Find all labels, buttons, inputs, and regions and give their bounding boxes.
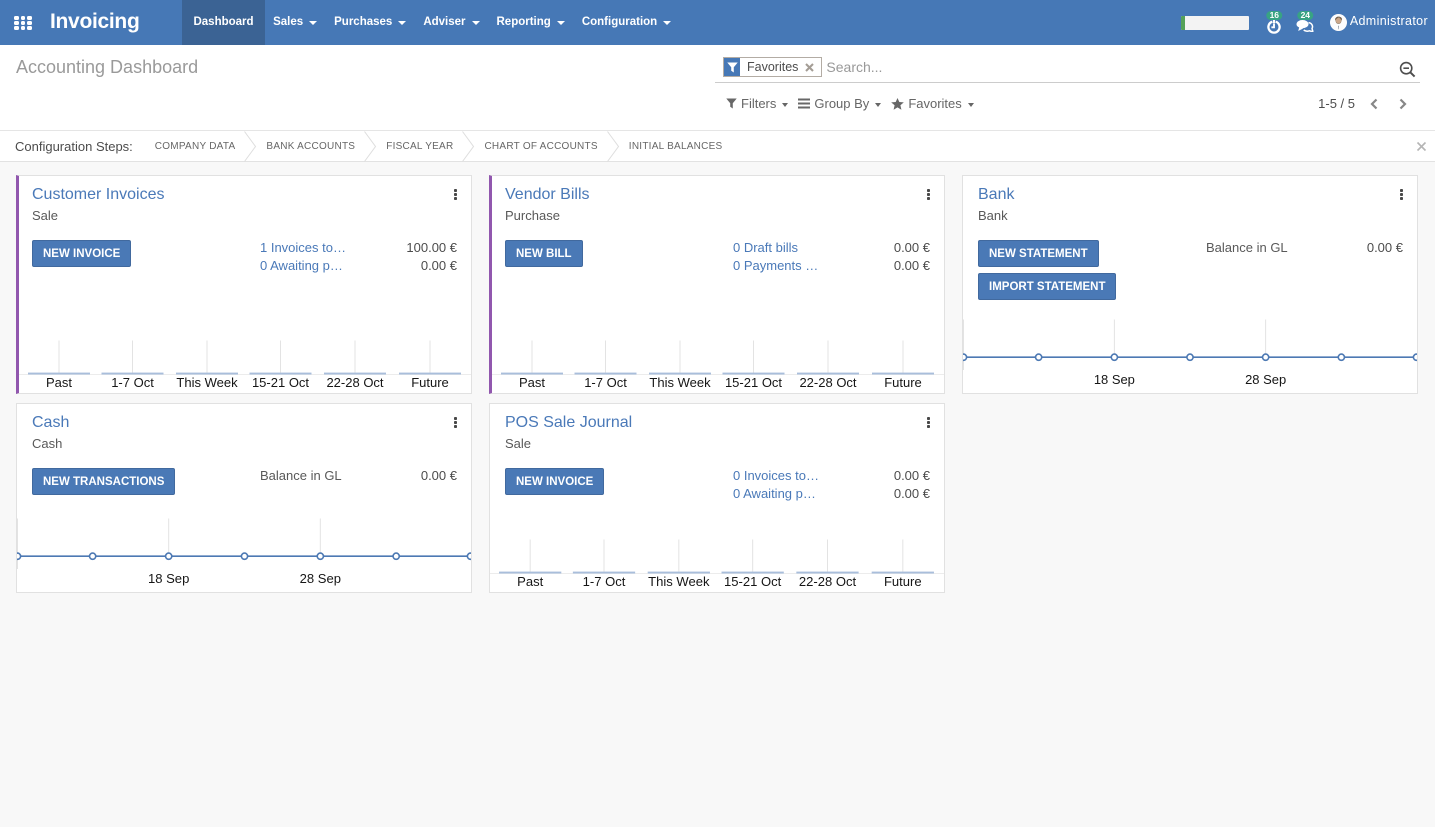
- svg-text:18 Sep: 18 Sep: [1094, 372, 1135, 387]
- svg-text:This Week: This Week: [649, 375, 711, 390]
- svg-text:Future: Future: [884, 574, 922, 589]
- svg-text:15-21 Oct: 15-21 Oct: [252, 375, 309, 390]
- svg-text:15-21 Oct: 15-21 Oct: [725, 375, 782, 390]
- svg-text:1-7 Oct: 1-7 Oct: [583, 574, 626, 589]
- svg-text:22-28 Oct: 22-28 Oct: [326, 375, 383, 390]
- svg-text:Past: Past: [46, 375, 72, 390]
- svg-text:22-28 Oct: 22-28 Oct: [799, 574, 857, 589]
- svg-text:28 Sep: 28 Sep: [300, 571, 341, 586]
- svg-text:Past: Past: [517, 574, 543, 589]
- svg-text:22-28 Oct: 22-28 Oct: [799, 375, 856, 390]
- svg-text:15-21 Oct: 15-21 Oct: [724, 574, 782, 589]
- svg-text:Past: Past: [519, 375, 545, 390]
- svg-text:18 Sep: 18 Sep: [148, 571, 189, 586]
- svg-text:28 Sep: 28 Sep: [1245, 372, 1286, 387]
- svg-text:This Week: This Week: [176, 375, 238, 390]
- svg-text:1-7 Oct: 1-7 Oct: [584, 375, 627, 390]
- svg-text:This Week: This Week: [648, 574, 710, 589]
- svg-text:1-7 Oct: 1-7 Oct: [111, 375, 154, 390]
- svg-text:Future: Future: [884, 375, 922, 390]
- svg-text:Future: Future: [411, 375, 449, 390]
